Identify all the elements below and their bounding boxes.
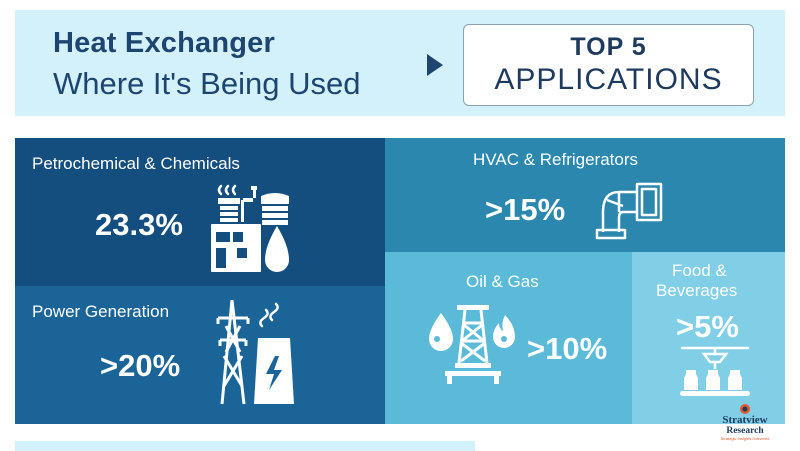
- logo-name: Stratview: [722, 414, 768, 426]
- oil-rig-icon: [429, 305, 515, 384]
- panel-label-line1: Food &: [672, 261, 727, 280]
- panel-value: >20%: [100, 348, 181, 383]
- panel-value: >15%: [485, 192, 566, 227]
- panel-value: >5%: [676, 309, 739, 344]
- badge-line2: APPLICATIONS: [494, 63, 723, 96]
- panel-hvac: HVAC & Refrigerators >15%: [385, 138, 785, 252]
- arrow-right-icon: [427, 54, 443, 76]
- panel-petrochemical: Petrochemical & Chemicals 23.3%: [15, 138, 385, 286]
- bottling-line-icon: [680, 346, 750, 396]
- logo-tagline: Strategic Insights Delivered: [720, 436, 770, 441]
- petrochemical-plant-icon: [211, 184, 289, 272]
- panel-oil-gas: Oil & Gas >10%: [385, 252, 632, 424]
- panel-label: Power Generation: [32, 302, 170, 321]
- panel-value: 23.3%: [95, 207, 183, 242]
- header-banner: Heat Exchanger Where It's Being Used TOP…: [15, 10, 785, 116]
- badge-line1: TOP 5: [570, 33, 647, 61]
- panel-food-beverages: Food & Beverages >5%: [632, 252, 785, 424]
- panel-value: >10%: [527, 331, 608, 366]
- logo-sub: Research: [726, 426, 764, 436]
- footer-accent-bar: [15, 441, 475, 451]
- panel-label: Oil & Gas: [466, 272, 539, 291]
- page-title: Heat Exchanger: [53, 27, 275, 59]
- hvac-duct-icon: [595, 182, 663, 240]
- page-subtitle: Where It's Being Used: [53, 66, 361, 101]
- top5-badge: TOP 5 APPLICATIONS: [463, 24, 754, 106]
- logo-mark-icon: [740, 404, 750, 414]
- panel-power-generation: Power Generation >20%: [15, 286, 385, 424]
- panel-label: Petrochemical & Chemicals: [32, 154, 240, 173]
- panel-label: HVAC & Refrigerators: [473, 150, 639, 169]
- stratview-logo: Stratview Research Strategic Insights De…: [705, 403, 785, 447]
- panel-label-line2: Beverages: [656, 281, 738, 300]
- power-tower-icon: [216, 299, 294, 405]
